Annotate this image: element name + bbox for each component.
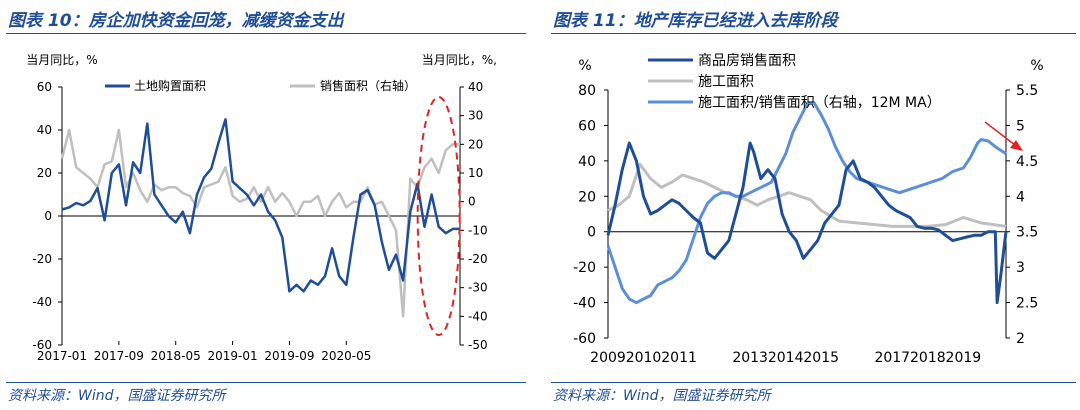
annotation-arrow-line — [984, 121, 1016, 146]
figure-source: 资料来源：Wind，国盛证券研究所 — [553, 388, 771, 404]
y-left-tick-label: -60 — [573, 331, 596, 347]
annotation-arrow-head — [1010, 140, 1023, 151]
y-right-tick-label: 2.5 — [1016, 296, 1038, 312]
series-line-sales-area — [60, 128, 460, 318]
x-tick-label: 2019 — [946, 350, 982, 366]
figure-10: 图表 10：房企加快资金回笼，减缓资金支出 当月同比，% 当月同比，%, 60 40 2… — [0, 0, 530, 410]
x-tick-label: 2017-01 — [37, 349, 87, 363]
series-line-construction-sales-ratio — [606, 101, 1007, 305]
chart-11-canvas: % % 80 60 40 20 0 -20 -40 -60 5.5 5 4.5 4 3.5 3 2.5 2 2009… — [573, 53, 1044, 366]
y-left-tick-label: 40 — [578, 154, 596, 170]
y-right-tick-label: 10 — [468, 166, 483, 180]
y-left-tick-label: 20 — [578, 189, 596, 205]
y-right-axis-title: 当月同比，%, — [422, 53, 497, 67]
y-left-tick-label: -40 — [32, 295, 52, 309]
source-divider — [6, 382, 526, 383]
y-right-tick-label: 2 — [1016, 331, 1025, 347]
legend-label-construction-sales-ratio: 施工面积/销售面积（右轴，12M MA） — [698, 95, 941, 111]
legend-label-sales-area: 销售面积（右轴） — [320, 78, 416, 93]
source-divider — [551, 382, 1076, 383]
x-tick-label: 2019-09 — [264, 349, 314, 363]
series-line-land-purchase — [61, 118, 460, 293]
y-left-tick-label: 20 — [37, 166, 52, 180]
series-line-residential-sales — [606, 141, 1008, 305]
highlight-ellipse — [416, 96, 461, 336]
x-tick-label: 2017-09 — [94, 349, 144, 363]
legend-label-residential-sales: 商品房销售面积 — [698, 53, 796, 69]
y-right-axis-title: % — [1030, 58, 1043, 74]
x-tick-label: 2015 — [803, 350, 839, 366]
y-right-tick-label: -20 — [468, 252, 488, 266]
y-right-tick-label: -40 — [468, 309, 488, 323]
y-left-tick-label: -40 — [573, 296, 596, 312]
y-right-tick-label: -50 — [468, 338, 488, 352]
y-right-tick-label: 4 — [1016, 189, 1025, 205]
y-left-tick-label: 0 — [44, 209, 52, 223]
figure-11: 图表 11：地产库存已经进入去库阶段 %% 80 60 40 20 0 -20 -40 -60 5… — [545, 0, 1080, 410]
y-left-axis-title: 当月同比，% — [26, 53, 97, 67]
y-left-tick-label: 40 — [37, 123, 52, 137]
x-tick-label: 2017 — [874, 350, 910, 366]
y-left-tick-label: 60 — [578, 118, 596, 134]
series-line-construction-area — [607, 162, 1007, 228]
x-tick-label: 2018-05 — [151, 349, 201, 363]
figure-title: 图表 10：房企加快资金回笼，减缓资金支出 — [8, 11, 344, 31]
figure-source: 资料来源：Wind，国盛证券研究所 — [8, 388, 226, 404]
title-divider — [6, 33, 526, 34]
y-left-tick-label: 60 — [37, 80, 52, 94]
y-left-tick-label: -60 — [32, 338, 52, 352]
y-right-tick-label: 3.5 — [1016, 225, 1038, 241]
x-tick-label: 2010 — [626, 350, 662, 366]
x-tick-label: 2014 — [768, 350, 804, 366]
x-tick-label: 2011 — [661, 350, 697, 366]
y-right-tick-label: -30 — [468, 281, 488, 295]
y-right-tick-label: -10 — [468, 223, 488, 237]
y-right-tick-label: 5.5 — [1016, 83, 1038, 99]
title-divider — [551, 33, 1076, 34]
chart-10-canvas: 当月同比，% 当月同比，%, 60 40 20 0 -20 -40 -60 40 30 20 10 0 -1… — [26, 53, 497, 363]
legend-label-land-purchase: 土地购置面积 — [134, 78, 206, 93]
y-right-tick-label: 0 — [468, 195, 476, 209]
x-tick-label: 2013 — [732, 350, 768, 366]
y-left-tick-label: 80 — [578, 83, 596, 99]
legend-label-construction-area: 施工面积 — [698, 74, 754, 90]
y-left-tick-label: -20 — [573, 260, 596, 276]
figure-title: 图表 11：地产库存已经进入去库阶段 — [553, 11, 838, 31]
x-tick-label: 2020-05 — [321, 349, 371, 363]
y-left-tick-label: -20 — [32, 252, 52, 266]
y-right-tick-label: 4.5 — [1016, 154, 1038, 170]
x-tick-label: 2018 — [910, 350, 946, 366]
y-left-axis-title: % — [578, 58, 591, 74]
y-right-tick-label: 5 — [1016, 118, 1025, 134]
y-right-tick-label: 20 — [468, 137, 483, 151]
x-tick-label: 2009 — [590, 350, 626, 366]
y-right-tick-label: 3 — [1016, 260, 1025, 276]
y-left-tick-label: 0 — [587, 225, 596, 241]
y-right-tick-label: 30 — [468, 109, 483, 123]
x-tick-label: 2019-01 — [208, 349, 258, 363]
y-right-tick-label: 40 — [468, 80, 483, 94]
